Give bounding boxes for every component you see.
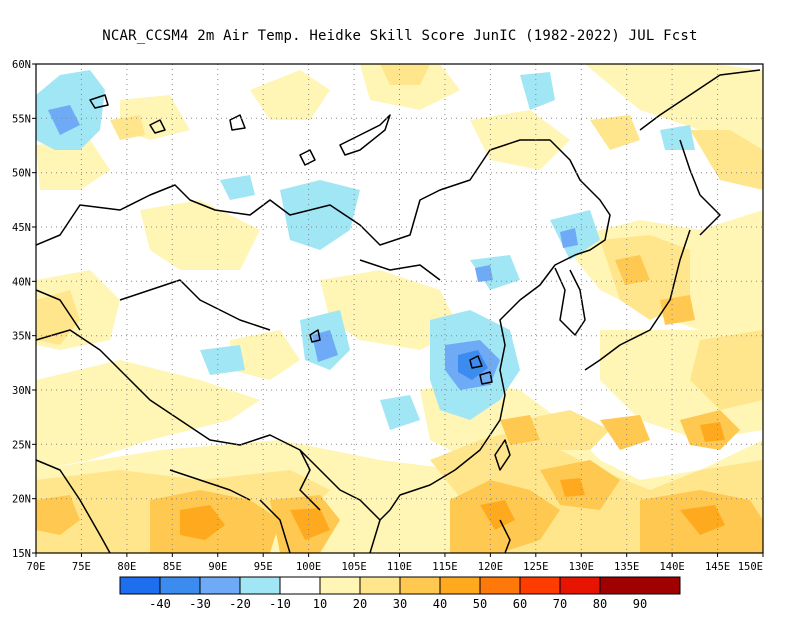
lat-label: 20N (12, 494, 31, 506)
lat-label: 35N (12, 331, 31, 343)
lon-label: 115E (432, 561, 457, 573)
colorbar-label: 50 (473, 597, 487, 611)
colorbar-swatch (159, 576, 201, 595)
lat-label: 45N (12, 222, 31, 234)
lat-label: 30N (12, 385, 31, 397)
lon-label: 120E (478, 561, 503, 573)
colorbar-label: 90 (633, 597, 647, 611)
colorbar-swatch (439, 576, 481, 595)
map-title: NCAR_CCSM4 2m Air Temp. Heidke Skill Sco… (102, 28, 698, 44)
lon-label: 80E (117, 561, 136, 573)
colorbar-label: 10 (313, 597, 327, 611)
latitude-labels: 15N 20N 25N 30N 35N 40N 45N 50N 55N 60N (12, 59, 31, 560)
lat-label: 50N (12, 168, 31, 180)
colorbar-label: -30 (189, 597, 211, 611)
colorbar-swatch (519, 576, 561, 595)
lon-label: 95E (254, 561, 273, 573)
coastlines-and-borders (36, 69, 761, 553)
colorbar-swatch (279, 576, 321, 595)
lat-label: 15N (12, 548, 31, 560)
lon-label: 130E (569, 561, 594, 573)
lon-label: 70E (27, 561, 46, 573)
lon-label: 100E (296, 561, 321, 573)
lon-label: 75E (72, 561, 91, 573)
colorbar-swatch (319, 576, 361, 595)
lat-label: 60N (12, 59, 31, 71)
blue-patches (458, 350, 488, 380)
lat-label: 40N (12, 276, 31, 288)
axis-ticks (32, 63, 764, 557)
colorbar-swatch (479, 576, 521, 595)
colorbar-swatch (359, 576, 401, 595)
lon-label: 90E (208, 561, 227, 573)
colorbar-swatch (239, 576, 281, 595)
colorbar-label: 30 (393, 597, 407, 611)
gridlines (36, 64, 763, 553)
colorbar-label: 70 (553, 597, 567, 611)
colorbar-label: 20 (353, 597, 367, 611)
colorbar-label: 40 (433, 597, 447, 611)
skill-field (36, 64, 763, 553)
colorbar-swatch (399, 576, 441, 595)
longitude-labels: 70E 75E 80E 85E 90E 95E 100E 105E 110E 1… (27, 561, 763, 573)
lon-label: 135E (614, 561, 639, 573)
orange-patches (180, 422, 725, 540)
colorbar: -40 -30 -20 -10 10 20 30 40 50 60 70 80 … (119, 576, 681, 611)
colorbar-swatch (199, 576, 241, 595)
colorbar-label: 80 (593, 597, 607, 611)
lon-label: 150E (738, 561, 763, 573)
lon-label: 125E (523, 561, 548, 573)
lon-label: 105E (341, 561, 366, 573)
lon-label: 145E (705, 561, 730, 573)
lat-label: 25N (12, 439, 31, 451)
lon-label: 85E (163, 561, 182, 573)
lon-label: 110E (387, 561, 412, 573)
colorbar-label: -20 (229, 597, 251, 611)
colorbar-swatch (119, 576, 161, 595)
colorbar-label: -10 (269, 597, 291, 611)
colorbar-swatch (599, 576, 681, 595)
colorbar-label: -40 (149, 597, 171, 611)
colorbar-label: 60 (513, 597, 527, 611)
light-blue-patches (36, 70, 695, 430)
lat-label: 55N (12, 113, 31, 125)
lon-label: 140E (659, 561, 684, 573)
colorbar-swatch (559, 576, 601, 595)
